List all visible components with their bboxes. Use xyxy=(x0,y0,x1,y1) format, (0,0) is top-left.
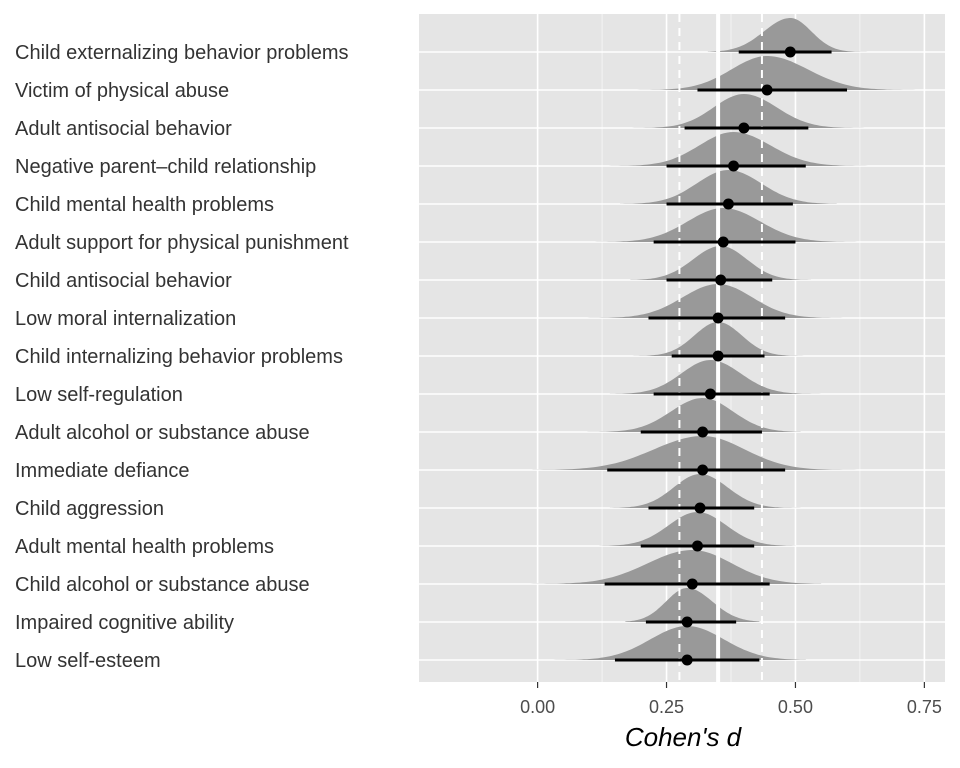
point-estimate xyxy=(761,84,773,96)
point-estimate xyxy=(697,426,709,438)
density-shape xyxy=(589,132,878,166)
density-shape xyxy=(599,512,796,546)
category-label: Low self-esteem xyxy=(15,650,161,672)
category-label: Child aggression xyxy=(15,498,164,520)
density-shape xyxy=(630,56,920,90)
category-label: Low self-regulation xyxy=(15,384,183,406)
category-label: Child externalizing behavior problems xyxy=(15,42,349,64)
category-label: Victim of physical abuse xyxy=(15,80,229,102)
point-estimate xyxy=(681,654,693,666)
point-estimate xyxy=(722,198,734,210)
point-estimate xyxy=(712,350,724,362)
density-shape xyxy=(609,360,822,394)
point-estimate xyxy=(717,236,729,248)
category-label: Immediate defiance xyxy=(15,460,190,482)
density-shape xyxy=(553,626,806,660)
category-label: Adult alcohol or substance abuse xyxy=(15,422,310,444)
density-shape xyxy=(615,94,868,128)
x-tick-label: 0.75 xyxy=(907,697,942,717)
x-axis: 0.00 0.25 0.50 0.75 xyxy=(520,682,942,717)
category-label: Low moral internalization xyxy=(15,308,236,330)
density-shape xyxy=(630,246,811,280)
point-estimate xyxy=(784,46,796,58)
category-label: Child antisocial behavior xyxy=(15,270,232,292)
point-estimate xyxy=(697,464,709,476)
point-estimate xyxy=(694,502,706,514)
point-estimate xyxy=(738,122,750,134)
point-estimate xyxy=(712,312,724,324)
point-estimate xyxy=(686,578,698,590)
reference-lines xyxy=(678,14,763,682)
density-shape xyxy=(609,474,806,508)
density-shape xyxy=(532,436,858,470)
density-shape xyxy=(527,550,822,584)
point-estimate xyxy=(681,616,693,628)
density-shape xyxy=(584,398,801,432)
category-label: Adult support for physical punishment xyxy=(15,232,349,254)
category-labels: Child externalizing behavior problems Vic… xyxy=(15,42,349,672)
category-label: Adult antisocial behavior xyxy=(15,118,232,140)
category-label: Adult mental health problems xyxy=(15,536,274,558)
x-tick-label: 0.25 xyxy=(649,697,684,717)
x-tick-label: 0.50 xyxy=(778,697,813,717)
point-estimate xyxy=(715,274,727,286)
category-label: Impaired cognitive ability xyxy=(15,612,234,634)
density-shape xyxy=(707,18,868,52)
x-axis-title: Cohen's d xyxy=(625,722,743,752)
density-shape xyxy=(594,208,858,242)
point-estimate xyxy=(704,388,716,400)
category-label: Child internalizing behavior problems xyxy=(15,346,343,368)
density-shape xyxy=(620,170,837,204)
x-tick-label: 0.00 xyxy=(520,697,555,717)
point-estimates xyxy=(681,46,796,666)
category-label: Child alcohol or substance abuse xyxy=(15,574,310,596)
category-label: Negative parent–child relationship xyxy=(15,156,316,178)
density-shape xyxy=(625,588,760,622)
point-estimate xyxy=(728,160,740,172)
category-label: Child mental health problems xyxy=(15,194,274,216)
point-estimate xyxy=(691,540,703,552)
